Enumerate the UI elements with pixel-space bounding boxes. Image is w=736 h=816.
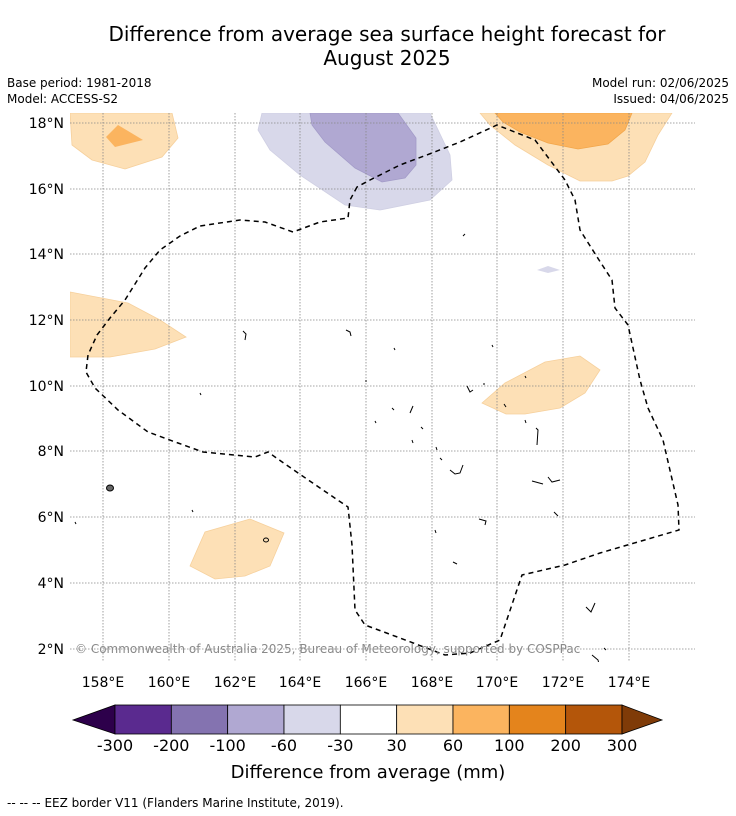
latitude-labels: 18°N 16°N 14°N 12°N 10°N 8°N 6°N 4°N 2°N — [29, 116, 64, 658]
colorbar-cell — [339, 704, 398, 735]
eez-border — [85, 124, 680, 656]
lon-label-164: 164°E — [279, 675, 322, 691]
gridlines — [70, 113, 695, 662]
anomaly-region-positive-east — [481, 355, 601, 415]
lat-label-16: 16°N — [29, 182, 64, 198]
colorbar-cell — [227, 704, 285, 735]
anomaly-region-positive-northeast-core — [494, 113, 633, 150]
colorbar-extend-low — [71, 704, 116, 735]
colorbar-tick-label: -100 — [210, 736, 246, 755]
metadata-left: Base period: 1981-2018 Model: ACCESS-S2 — [7, 75, 152, 107]
lon-label-168: 168°E — [411, 675, 454, 691]
lat-label-12: 12°N — [29, 313, 64, 329]
lat-label-18: 18°N — [29, 116, 64, 132]
colorbar-cell — [396, 704, 454, 735]
title-line-2: August 2025 — [323, 46, 451, 70]
anomaly-region-negative-small — [537, 266, 560, 273]
lat-label-4: 4°N — [38, 576, 64, 592]
colorbar-cells — [114, 704, 623, 735]
colorbar-tick-labels: -300 -200 -100 -60 -30 30 60 100 200 300 — [97, 736, 637, 755]
colorbar-cell — [170, 704, 229, 735]
anomaly-region-positive-west — [70, 291, 187, 358]
anomaly-region-positive-southwest — [189, 518, 285, 580]
colorbar-tick-label: 100 — [494, 736, 525, 755]
colorbar: -300 -200 -100 -60 -30 30 60 100 200 300 Differen… — [71, 704, 664, 783]
lon-label-170: 170°E — [476, 675, 519, 691]
lon-label-160: 160°E — [148, 675, 191, 691]
islands — [74, 233, 607, 662]
lon-label-162: 162°E — [214, 675, 257, 691]
base-period: Base period: 1981-2018 — [7, 76, 152, 90]
colorbar-title: Difference from average (mm) — [231, 762, 506, 783]
colorbar-cell — [283, 704, 341, 735]
model-name: Model: ACCESS-S2 — [7, 92, 119, 106]
colorbar-cell — [452, 704, 510, 735]
colorbar-tick-label: 30 — [386, 736, 406, 755]
map-area: © Commonwealth of Australia 2025, Bureau… — [70, 113, 695, 662]
colorbar-cell — [508, 704, 567, 735]
colorbar-extend-high — [621, 704, 664, 735]
metadata-right: Model run: 02/06/2025 Issued: 04/06/2025 — [592, 75, 729, 107]
chart-title: Difference from average sea surface heig… — [40, 22, 734, 70]
colorbar-tick-label: 60 — [443, 736, 463, 755]
lat-label-6: 6°N — [38, 510, 64, 526]
colorbar-tick-label: -300 — [97, 736, 133, 755]
lat-label-2: 2°N — [38, 642, 64, 658]
colorbar-tick-label: -60 — [271, 736, 297, 755]
anomaly-region-negative-inner — [309, 113, 417, 183]
lon-label-158: 158°E — [82, 675, 125, 691]
colorbar-tick-label: -200 — [153, 736, 189, 755]
lat-label-10: 10°N — [29, 379, 64, 395]
model-run: Model run: 02/06/2025 — [591, 76, 729, 90]
colorbar-cell — [114, 704, 172, 735]
anomaly-region-positive-northwest-core — [106, 125, 143, 147]
colorbar-tick-label: -30 — [327, 736, 353, 755]
colorbar-cell — [565, 704, 623, 735]
lon-label-174: 174°E — [608, 675, 651, 691]
lon-label-166: 166°E — [345, 675, 388, 691]
colorbar-tick-label: 200 — [550, 736, 581, 755]
eez-legend-marker: -- -- -- — [7, 796, 41, 810]
colorbar-tick-label: 300 — [607, 736, 638, 755]
longitude-labels: 158°E 160°E 162°E 164°E 166°E 168°E 170°… — [82, 675, 651, 691]
title-line-1: Difference from average sea surface heig… — [108, 22, 666, 46]
issued-date: Issued: 04/06/2025 — [613, 92, 729, 106]
eez-legend-text: EEZ border V11 (Flanders Marine Institut… — [44, 796, 344, 810]
lon-label-172: 172°E — [542, 675, 585, 691]
eez-legend: -- -- -- EEZ border V11 (Flanders Marine… — [7, 796, 344, 810]
copyright-watermark: © Commonwealth of Australia 2025, Bureau… — [75, 642, 580, 656]
lat-label-14: 14°N — [29, 247, 64, 263]
lat-label-8: 8°N — [38, 444, 64, 460]
